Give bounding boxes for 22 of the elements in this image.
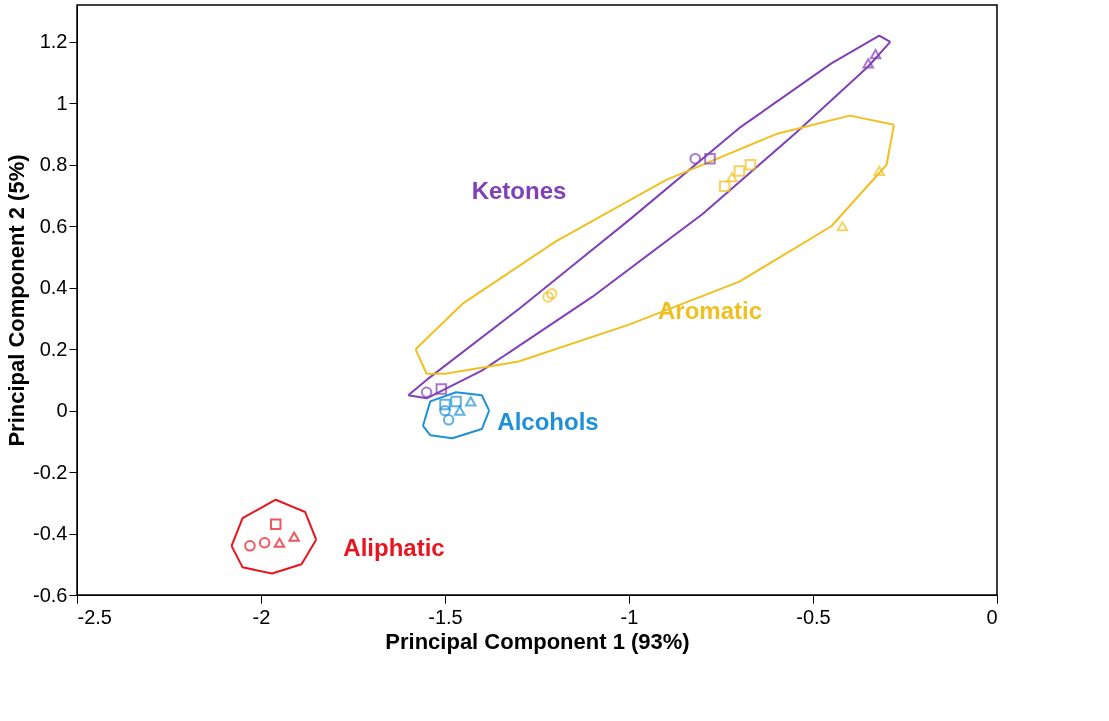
annotation: Aromatic xyxy=(657,297,763,324)
annotation: Alcohols xyxy=(497,408,599,435)
y-tick-label: 1.2 xyxy=(39,30,68,53)
y-tick-label: 0 xyxy=(56,399,68,422)
y-tick-label: -0.2 xyxy=(33,460,68,483)
y-tick-label: 0.8 xyxy=(39,153,68,176)
y-tick-label: -0.6 xyxy=(33,583,68,606)
y-tick-label: -0.4 xyxy=(33,522,68,545)
y-tick-label: 0.2 xyxy=(39,337,68,360)
annotation: Ketones xyxy=(471,177,567,204)
y-axis-title: Principal Component 2 (5%) xyxy=(4,154,30,447)
x-tick-label: -0.5 xyxy=(796,605,831,628)
annotation: Aliphatic xyxy=(343,534,445,561)
x-tick-label: 0 xyxy=(986,605,998,628)
x-tick-label: -1 xyxy=(620,605,639,628)
y-tick-label: 0.6 xyxy=(39,214,68,237)
x-tick-label: -2.5 xyxy=(77,605,112,628)
x-tick-label: -1.5 xyxy=(428,605,463,628)
y-tick-label: 0.4 xyxy=(39,276,68,299)
y-tick-label: 1 xyxy=(56,91,68,114)
x-tick-label: -2 xyxy=(252,605,271,628)
x-axis-title: Principal Component 1 (93%) xyxy=(385,628,690,654)
